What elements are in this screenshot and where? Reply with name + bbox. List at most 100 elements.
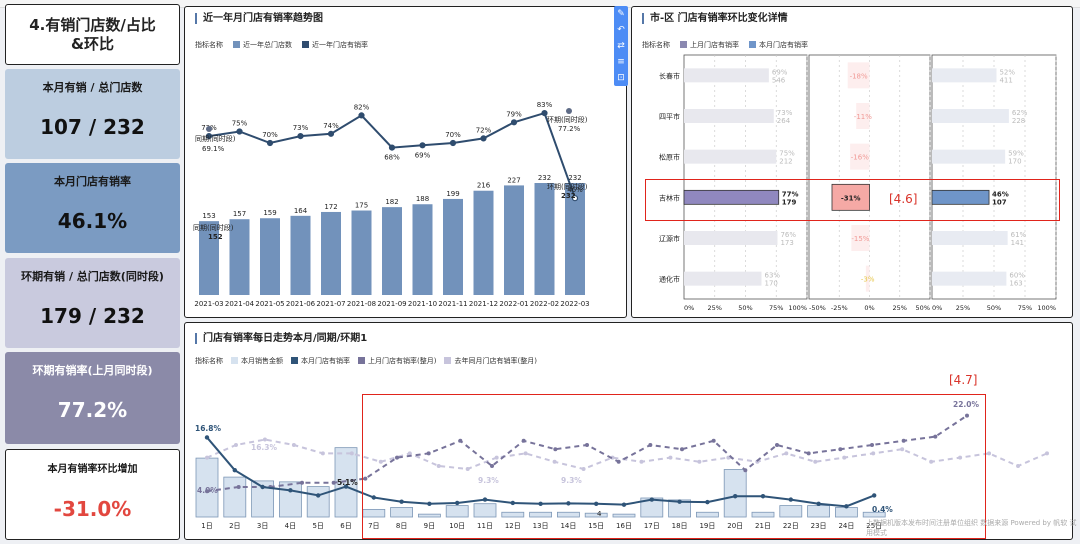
- daily-prev-point: [965, 413, 969, 418]
- trend-rate-point: [297, 133, 304, 140]
- city-cur-count: 170: [1008, 158, 1021, 166]
- daily-x-tick: 24日: [838, 522, 854, 530]
- daily-prev-point: [933, 434, 938, 439]
- trend-x-tick: 2022-03: [560, 300, 589, 308]
- trend-rate-label: 82%: [354, 103, 370, 111]
- legend-item-line[interactable]: 近一年门店有销率: [302, 40, 368, 50]
- legend-item-bars[interactable]: 近一年总门店数: [233, 40, 292, 50]
- daily-cur-point: [482, 497, 488, 502]
- daily-x-tick: 16日: [616, 522, 632, 530]
- legend-item-prev[interactable]: 上月门店有销率: [680, 40, 739, 50]
- legend-label: 指标名称: [195, 41, 223, 49]
- legend-label: 指标名称: [195, 357, 223, 365]
- daily-x-tick: 19日: [699, 522, 715, 530]
- daily-lastyear-point: [552, 459, 557, 464]
- daily-cur-point: [566, 501, 571, 506]
- legend-item-lastyear[interactable]: 去年同月门店有销率(整月): [444, 356, 537, 366]
- kpi-title: 本月有销 / 总门店数: [42, 81, 143, 94]
- daily-prev-point: [838, 447, 843, 452]
- city-title: 市-区 门店有销率环比变化详情: [642, 13, 788, 24]
- trend-title: 近一年月门店有销率趋势图: [195, 13, 323, 24]
- city-cur-pct: 59%: [1008, 150, 1024, 158]
- legend-swatch: [358, 357, 365, 364]
- city-prev-count: 264: [777, 117, 791, 125]
- chart-toolbar: ✎ ↶ ⇄ ≡ ⊡: [614, 6, 628, 86]
- city-cur-bar: [932, 68, 997, 83]
- daily-prev-point: [585, 443, 589, 447]
- trend-x-tick: 2021-05: [255, 300, 284, 308]
- city-axis-tick: 0%: [684, 304, 694, 312]
- trend-rate-point: [541, 109, 548, 117]
- trend-x-tick: 2021-04: [225, 300, 255, 308]
- kpi-title: 环期有销 / 总门店数(同时段): [21, 270, 164, 283]
- daily-sales-bar: [862, 511, 886, 518]
- daily-label-cur6: 5.1%: [337, 478, 358, 487]
- trend-bar-label: 188: [416, 195, 429, 203]
- daily-lastyear-line: [206, 438, 1048, 470]
- trend-bar-label: 216: [477, 182, 491, 190]
- undo-icon[interactable]: ↶: [617, 25, 625, 35]
- daily-sales-bar: [223, 476, 247, 518]
- daily-cur-point: [594, 501, 599, 506]
- trend-x-tick: 2021-12: [469, 300, 498, 308]
- city-prev-count: 212: [779, 158, 792, 166]
- annotation-marker: [206, 126, 212, 132]
- daily-x-tick: 1日: [201, 522, 212, 530]
- city-change-bar: [856, 103, 870, 129]
- legend-item-prev[interactable]: 上月门店有销率(整月): [358, 356, 436, 366]
- city-cur-count: 228: [1012, 117, 1025, 125]
- trend-x-tick: 2022-01: [499, 300, 528, 308]
- kpi-card-current-stores: 本月有销 / 总门店数 107 / 232: [5, 69, 180, 159]
- note-4-6: [4.6]: [889, 192, 918, 206]
- daily-sales-bar: [529, 511, 553, 518]
- city-axis-tick: -50%: [809, 304, 826, 312]
- daily-lastyear-point: [378, 459, 383, 464]
- city-prev-count: 173: [780, 239, 793, 247]
- legend-item-cur[interactable]: 本月门店有销率: [291, 356, 350, 366]
- daily-lastyear-point: [581, 466, 586, 471]
- export-icon[interactable]: ⊡: [617, 73, 625, 83]
- trend-rate-label: 68%: [384, 154, 400, 162]
- daily-prev-point: [236, 485, 241, 489]
- edit-icon[interactable]: ✎: [617, 9, 625, 19]
- daily-x-tick: 20日: [727, 522, 743, 530]
- legend-item-sales[interactable]: 本月销售金额: [231, 356, 283, 366]
- daily-cur-point: [872, 493, 877, 498]
- daily-prev-point: [300, 480, 304, 485]
- daily-label-low: 4: [597, 510, 602, 518]
- trend-bar-label: 182: [385, 198, 398, 206]
- daily-cur-point: [288, 488, 293, 493]
- trend-rate-point: [327, 130, 335, 137]
- trend-rate-point: [510, 119, 518, 126]
- city-cur-count: 141: [1011, 239, 1024, 247]
- daily-lastyear-point: [929, 459, 934, 464]
- annotation-label: 环期(同时段): [547, 115, 588, 124]
- city-prev-pct: 69%: [772, 68, 788, 76]
- daily-x-tick: 4日: [285, 522, 296, 530]
- daily-cur-point: [760, 494, 766, 499]
- city-axis-tick: 25%: [893, 304, 907, 312]
- daily-sales-bar: [584, 512, 608, 518]
- city-cur-pct: 62%: [1012, 109, 1028, 117]
- trend-legend: 指标名称 近一年总门店数 近一年门店有销率: [195, 40, 368, 50]
- daily-lastyear-point: [958, 455, 963, 460]
- trend-rate-label: 70%: [445, 131, 461, 139]
- legend-text: 近一年总门店数: [243, 41, 292, 49]
- daily-prev-point: [870, 443, 874, 447]
- shuffle-icon[interactable]: ⇄: [617, 41, 625, 51]
- daily-chart: 1日 2日 3日 4日 5日 6日 7日 8日 9日 10日 11日 12日 13日 14日 15日 16日 1…: [195, 400, 1049, 530]
- legend-swatch: [302, 41, 309, 48]
- list-icon[interactable]: ≡: [617, 57, 625, 67]
- trend-rate-label: 70%: [262, 131, 278, 139]
- trend-bar-label: 172: [324, 203, 337, 211]
- daily-cur-point: [427, 501, 432, 506]
- daily-x-tick: 25日: [866, 522, 882, 530]
- trend-rate-label: 73%: [293, 124, 309, 132]
- daily-label-lastyear: 16.3%: [251, 443, 278, 452]
- daily-x-tick: 17日: [644, 522, 660, 530]
- daily-prev-point: [901, 438, 906, 443]
- trend-bar: [260, 218, 280, 295]
- legend-item-cur[interactable]: 本月门店有销率: [749, 40, 808, 50]
- daily-sales-bar: [279, 481, 302, 518]
- daily-label-mid1: 9.3%: [478, 476, 499, 485]
